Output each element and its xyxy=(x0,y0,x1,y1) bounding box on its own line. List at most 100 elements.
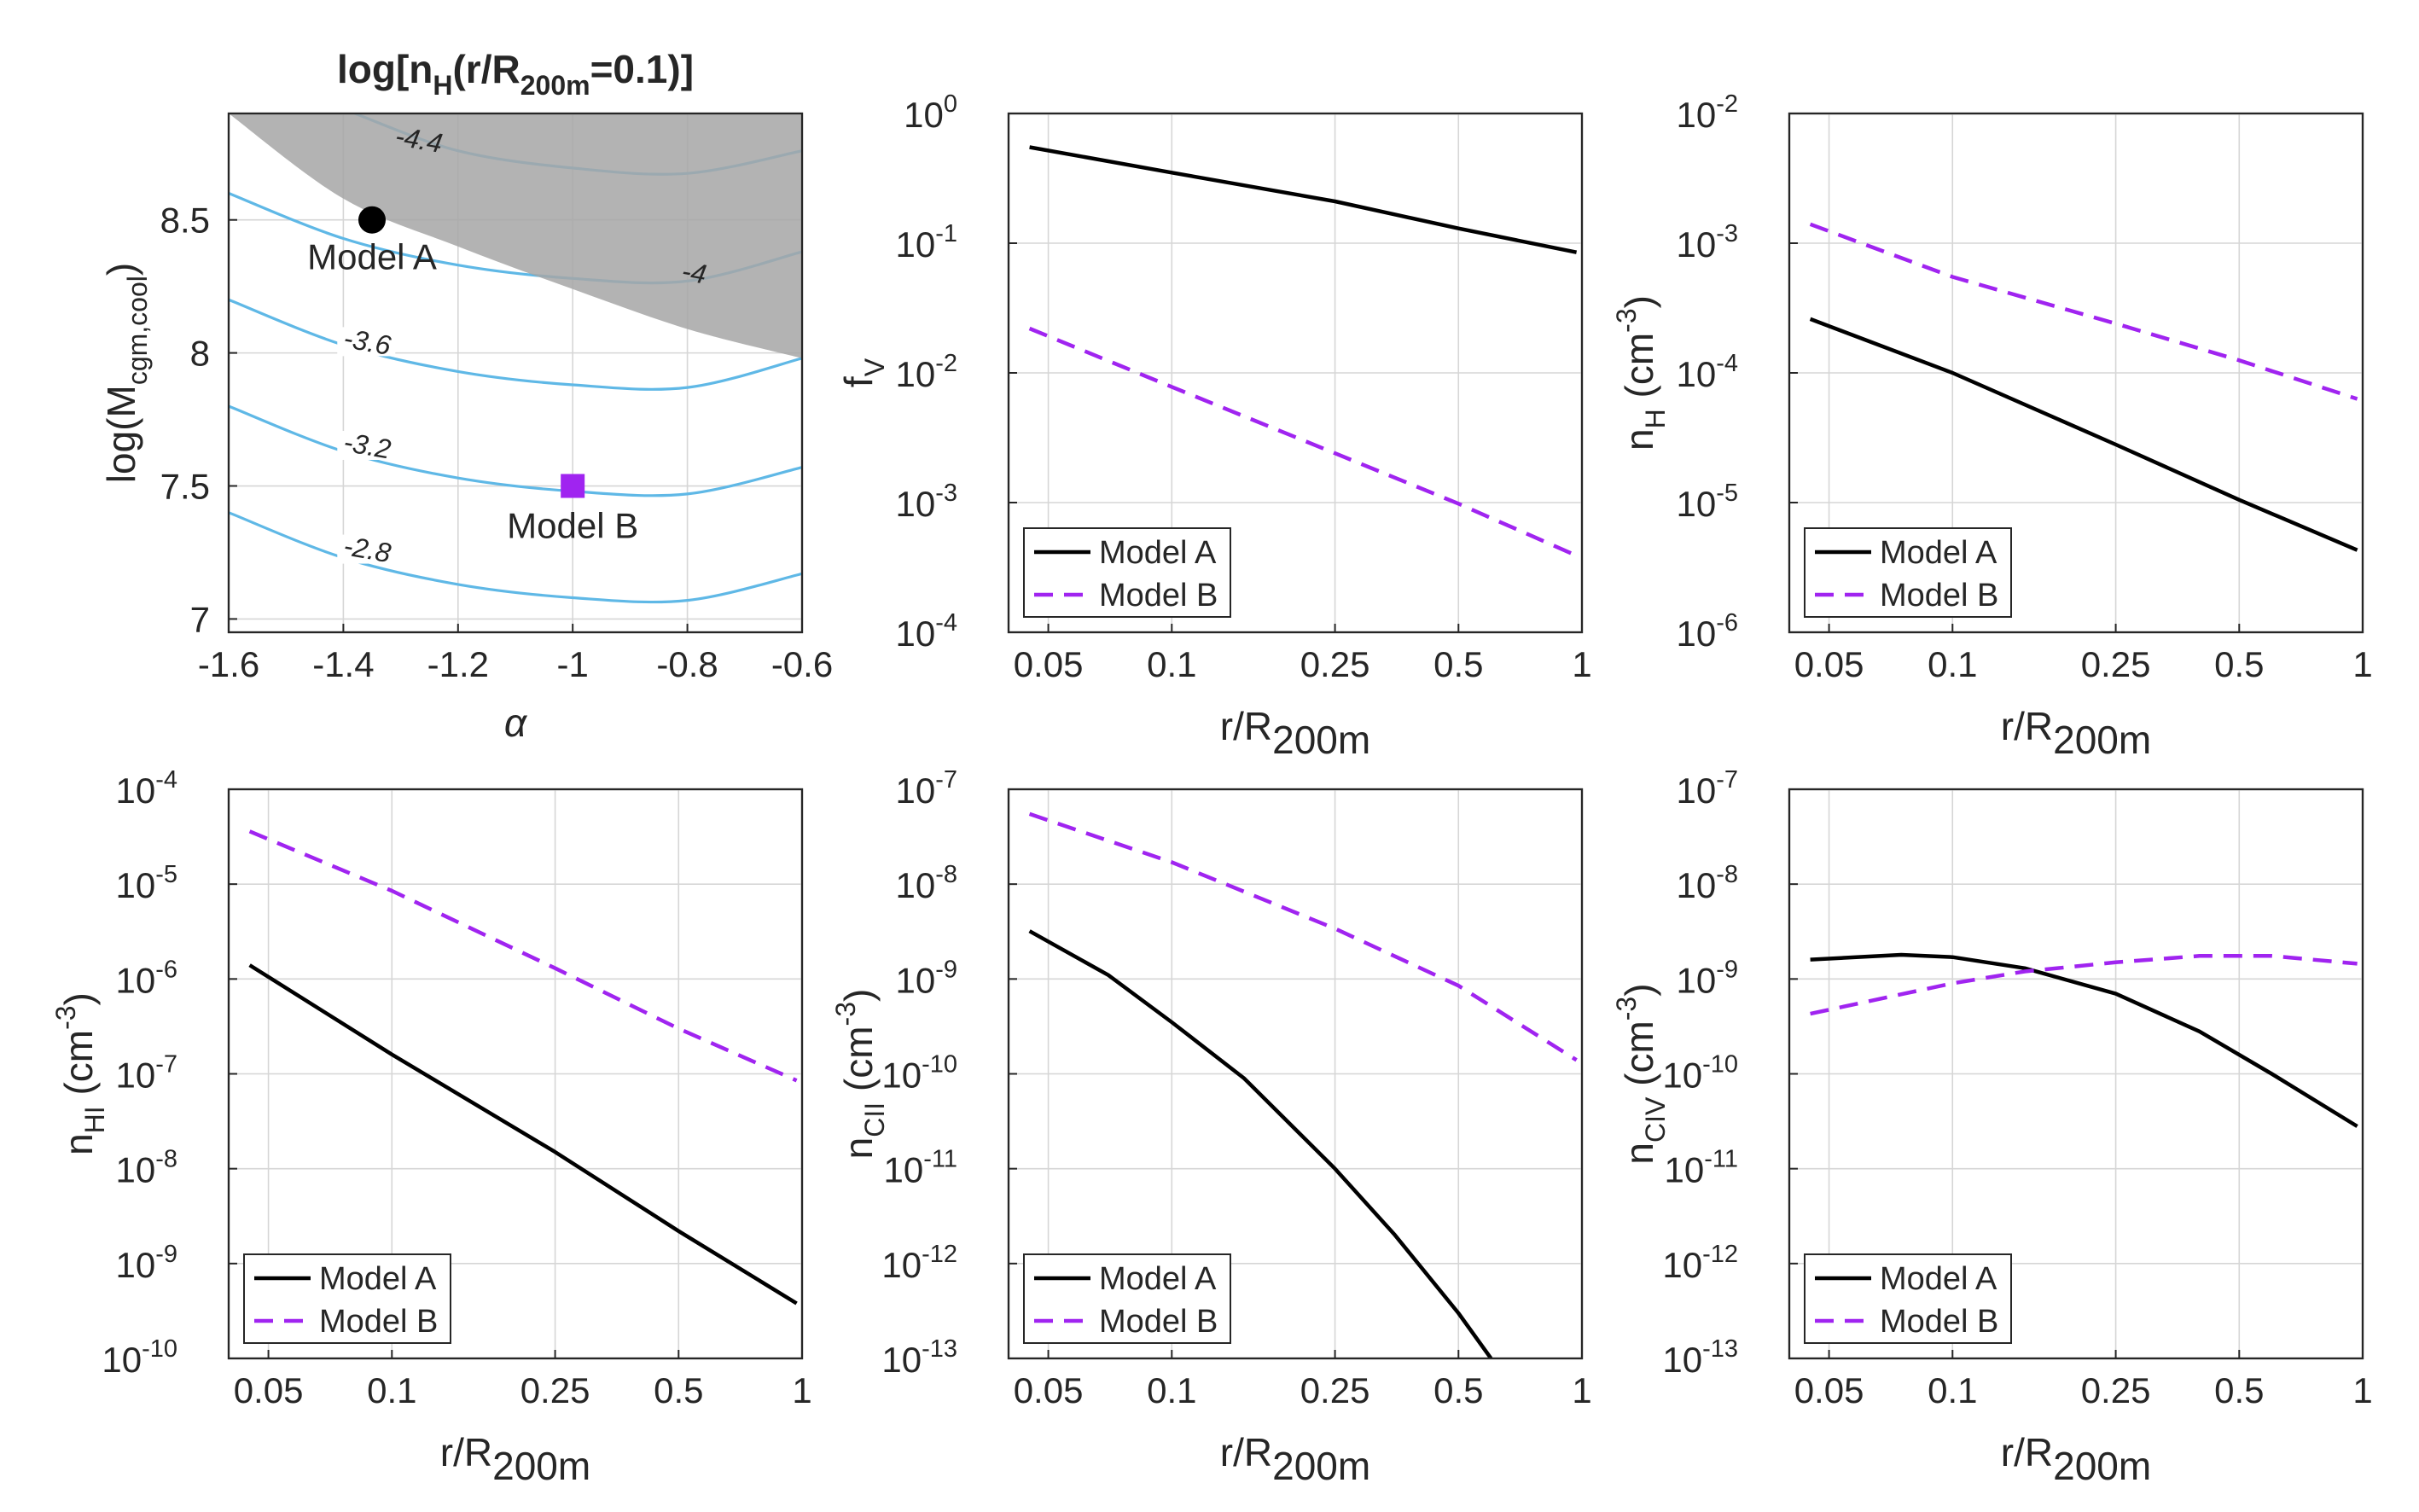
ylabel-end: ) xyxy=(1617,295,1661,308)
tick-exponent: -6 xyxy=(1716,609,1738,637)
x-tick-label: 0.05 xyxy=(1794,644,1864,684)
y-tick-label: 10-2 xyxy=(1676,90,1738,135)
y-tick-label: 10-13 xyxy=(1662,1335,1738,1380)
x-tick-label: -1.4 xyxy=(312,644,374,684)
marker-label: Model B xyxy=(507,505,638,545)
x-tick-label: 1 xyxy=(1572,644,1591,684)
tick-base: 10 xyxy=(1665,1150,1705,1190)
panel-nhi-ylabel: nHI (cm-3) xyxy=(50,992,110,1155)
legend-label: Model B xyxy=(1099,1304,1218,1340)
y-tick-label: 10-1 xyxy=(895,220,957,265)
y-tick-label: 10-4 xyxy=(1676,350,1738,394)
xlabel-sub: 200m xyxy=(2053,718,2151,762)
contour-label-bg xyxy=(337,327,396,357)
tick-base: 10 xyxy=(115,1055,155,1096)
contour-label-bg xyxy=(337,430,396,460)
tick-base: 10 xyxy=(1662,1055,1702,1096)
xlabel-sub: 200m xyxy=(492,1444,590,1488)
marker-model-a xyxy=(358,206,386,234)
axes-frame xyxy=(227,112,804,634)
title-part: log[n xyxy=(337,47,433,91)
y-tick-label: 10-9 xyxy=(1676,956,1738,1000)
tick-base: 10 xyxy=(904,95,944,135)
legend-label: Model A xyxy=(1880,1261,1997,1297)
tick-base: 10 xyxy=(881,1245,922,1285)
ylabel-sub: V xyxy=(859,358,890,376)
tick-exponent: -5 xyxy=(1716,480,1738,507)
tick-base: 10 xyxy=(895,484,935,524)
panel-fv-ylabel: fV xyxy=(836,358,890,387)
ylabel-main: n xyxy=(56,1133,101,1155)
title-sub: H xyxy=(433,70,452,101)
legend-label: Model A xyxy=(1880,535,1997,571)
ylabel-sup: -3 xyxy=(50,1005,81,1029)
tick-base: 10 xyxy=(895,224,935,265)
legend-label: Model A xyxy=(319,1261,437,1297)
ylabel-unit: (cm xyxy=(56,1030,101,1106)
series-line-model-a xyxy=(248,963,798,1306)
ylabel-end: ) xyxy=(836,989,881,1002)
x-tick-label: 0.05 xyxy=(1014,1370,1084,1410)
tick-base: 10 xyxy=(1662,1245,1702,1285)
series-line-model-a xyxy=(1810,952,2358,1128)
y-tick-label: 10-8 xyxy=(895,861,957,905)
y-tick-label: 10-12 xyxy=(1662,1241,1738,1285)
tick-base: 10 xyxy=(115,865,155,905)
y-tick-label: 10-5 xyxy=(115,861,177,905)
tick-exponent: -3 xyxy=(1716,220,1738,247)
y-tick-label: 10-11 xyxy=(884,1146,957,1190)
xlabel-main: r/R xyxy=(2001,704,2053,748)
legend: Model A Model B xyxy=(1023,527,1231,618)
shaded-region xyxy=(229,113,802,358)
panel-nciv-ylabel: nCIV (cm-3) xyxy=(1611,983,1671,1164)
title-part: =0.1)] xyxy=(590,47,694,91)
ylabel-sup: -3 xyxy=(1611,308,1642,332)
contour-line xyxy=(229,298,802,391)
y-tick-label: 10-13 xyxy=(881,1335,957,1380)
contour-label-bg xyxy=(337,534,396,564)
legend-box xyxy=(243,1253,451,1344)
ylabel-sub: cgm,cool xyxy=(122,276,153,385)
x-tick-label: 0.5 xyxy=(2214,644,2264,684)
tick-exponent: -10 xyxy=(142,1335,177,1363)
x-tick-label: 0.5 xyxy=(1433,644,1483,684)
x-tick-label: 0.25 xyxy=(520,1370,590,1410)
x-tick-label: 0.25 xyxy=(1300,1370,1370,1410)
tick-exponent: -13 xyxy=(1702,1335,1738,1363)
tick-exponent: -3 xyxy=(935,480,957,507)
ylabel-main: n xyxy=(1617,428,1661,451)
y-tick-label: 10-6 xyxy=(115,956,177,1000)
tick-base: 10 xyxy=(895,614,935,654)
panel-nh: 0.05 0.1 0.25 0.5 110-610-510-410-310-2Model… xyxy=(1676,90,2372,684)
y-tick-label: 10-7 xyxy=(1676,766,1738,811)
panel-nhi-xlabel: r/R200m xyxy=(440,1430,590,1488)
tick-base: 10 xyxy=(1676,95,1716,135)
legend: Model A Model B xyxy=(1804,1253,2012,1344)
series-line-model-b xyxy=(1028,326,1578,558)
y-tick-label: 10-11 xyxy=(1665,1146,1738,1190)
tick-exponent: -6 xyxy=(155,956,177,983)
contour-label: -4 xyxy=(679,255,708,289)
tick-base: 10 xyxy=(1676,865,1716,905)
tick-exponent: -7 xyxy=(935,766,957,794)
panel-ncii: 0.05 0.1 0.25 0.5 110-1310-1210-1110-1010-91… xyxy=(881,766,1591,1410)
ylabel-unit: (cm xyxy=(836,1026,881,1102)
ylabel-sub: HI xyxy=(79,1106,110,1133)
y-tick-label: 10-7 xyxy=(115,1051,177,1096)
x-tick-label: 1 xyxy=(2352,644,2372,684)
series-line-model-b xyxy=(1809,222,2358,401)
tick-base: 10 xyxy=(1676,771,1716,811)
x-tick-label: 0.1 xyxy=(1147,644,1196,684)
y-tick-label: 10-8 xyxy=(115,1146,177,1190)
tick-exponent: -8 xyxy=(935,861,957,888)
ylabel-main: n xyxy=(1617,1143,1661,1165)
x-tick-label: 0.1 xyxy=(367,1370,416,1410)
tick-exponent: -10 xyxy=(922,1051,957,1079)
tick-base: 10 xyxy=(1676,224,1716,265)
x-tick-label: -1 xyxy=(557,644,589,684)
x-tick-label: -1.2 xyxy=(427,644,489,684)
ylabel-main: f xyxy=(836,376,881,387)
tick-base: 10 xyxy=(1662,1340,1702,1380)
panel-nciv: 0.05 0.1 0.25 0.5 110-1310-1210-1110-1010-91… xyxy=(1662,766,2372,1410)
x-tick-label: 0.5 xyxy=(654,1370,703,1410)
